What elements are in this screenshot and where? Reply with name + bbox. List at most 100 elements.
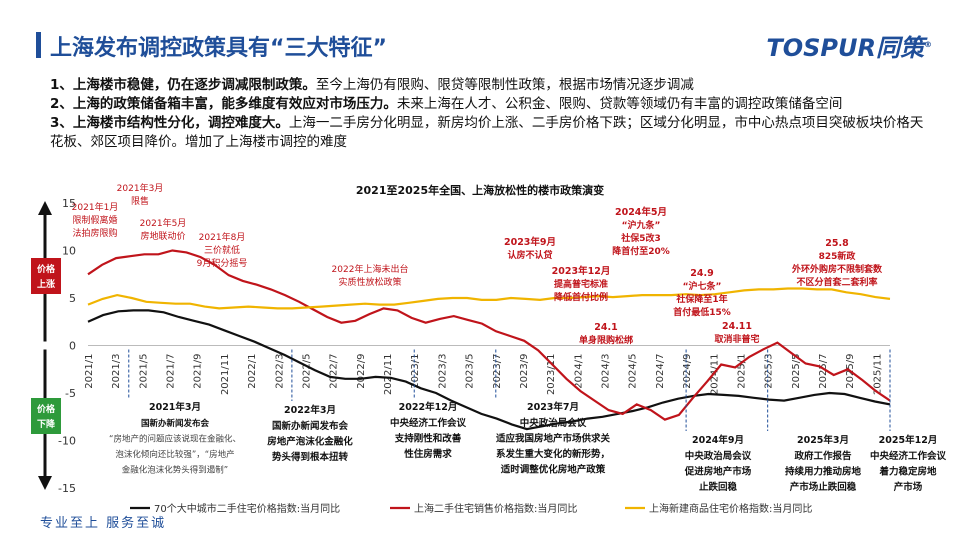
black-annotation-line: 中央政治局会议 — [685, 450, 752, 462]
x-tick-label: 2024/5 — [628, 354, 639, 389]
x-tick-label: 2024/9 — [682, 354, 693, 389]
black-annotation-line: 产市场 — [894, 481, 923, 493]
red-annotation-line: 2021年3月 — [117, 182, 164, 194]
black-annotation-title: 2025年3月 — [797, 434, 849, 446]
x-tick-label: 2021/7 — [166, 354, 177, 389]
red-annotation-line: 2022年上海未出台 — [332, 263, 409, 275]
x-tick-label: 2023/7 — [492, 354, 503, 389]
black-annotation-line: 金融化泡沫化势头得到遏制” — [122, 465, 228, 476]
logo-text: TOSPUR同策 — [766, 34, 924, 62]
x-tick-label: 2024/3 — [601, 354, 612, 389]
red-annotation-line: 24.11 — [722, 321, 752, 332]
black-annotation-line: 中央政治局会议 — [520, 417, 587, 429]
price-down-label-2: 下降 — [37, 418, 56, 430]
title-accent-bar — [36, 32, 41, 58]
x-tick-label: 2025/1 — [736, 354, 747, 389]
page-title: 上海发布调控政策具有“三大特征” — [50, 36, 387, 61]
black-annotation-title: 2023年7月 — [527, 401, 579, 413]
black-annotation-line: 国新办新闻发布会 — [272, 420, 349, 432]
black-annotation-line: “房地产的问题应该说现在金融化、 — [109, 434, 241, 445]
price-up-label-2: 上涨 — [37, 278, 56, 290]
y-tick-label: -15 — [58, 482, 76, 495]
x-tick-label: 2024/11 — [709, 354, 720, 396]
price-down-badge — [31, 398, 61, 434]
tospur-logo: TOSPUR同策® — [766, 28, 932, 63]
series-line-2 — [87, 249, 891, 421]
black-annotation-line: 止跌回稳 — [699, 481, 738, 493]
red-annotation-line: 2021年8月 — [199, 231, 246, 243]
x-tick-label: 2024/1 — [573, 354, 584, 389]
y-tick-label: -10 — [58, 435, 76, 448]
legend-label-1: 70个大中城市二手住宅价格指数:当月同比 — [154, 502, 340, 515]
red-annotation-line: 降低首付比例 — [554, 291, 608, 303]
red-annotation-line: 取消非普宅 — [714, 333, 759, 345]
black-annotation-line: 国新办新闻发布会 — [141, 418, 210, 429]
red-annotation-line: 限售 — [131, 195, 149, 207]
red-annotation-line: 实质性放松政策 — [338, 276, 401, 288]
red-annotation-line: 9月积分摇号 — [197, 257, 248, 269]
x-tick-label: 2022/9 — [356, 354, 367, 389]
x-tick-label: 2022/5 — [301, 354, 312, 389]
black-annotation-line: 房地产泡沫化金融化 — [267, 436, 353, 448]
black-annotation-line: 中央经济工作会议 — [870, 450, 947, 462]
black-annotation-line: 政府工作报告 — [794, 450, 852, 462]
black-annotation-line: 性住房需求 — [404, 448, 452, 460]
red-annotation-line: 2021年1月 — [72, 201, 119, 213]
x-tick-label: 2023/5 — [465, 354, 476, 389]
x-tick-label: 2024/7 — [655, 354, 666, 389]
red-annotation-line: 25.8 — [825, 238, 849, 249]
red-annotation-line: 法拍房限购 — [72, 227, 117, 239]
black-annotation-line: 产市场止跌回稳 — [790, 481, 857, 493]
red-annotation-line: 社保降至1年 — [675, 293, 727, 305]
x-tick-label: 2025/11 — [872, 354, 883, 396]
x-tick-label: 2025/3 — [764, 354, 775, 389]
red-annotation-line: “沪九条” — [622, 219, 661, 231]
red-annotation-line: 2023年9月 — [504, 236, 556, 248]
red-annotation-line: 社保5改3 — [620, 232, 661, 244]
red-annotation-line: 限制假离婚 — [72, 214, 117, 226]
key-points: 1、上海楼市稳健，仍在逐步调减限制政策。至今上海仍有限购、限贷等限制性政策，根据… — [50, 76, 930, 152]
x-tick-label: 2023/1 — [410, 354, 421, 389]
x-tick-label: 2023/3 — [437, 354, 448, 389]
point-2: 2、上海的政策储备箱丰富，能多维度有效应对市场压力。未来上海在人才、公积金、限购… — [50, 96, 843, 112]
red-annotation-line: 提高普宅标准 — [554, 278, 608, 290]
red-annotation-line: 首付最低15% — [673, 306, 731, 318]
y-tick-label: 5 — [69, 292, 76, 305]
black-annotation-line: 促进房地产市场 — [684, 466, 752, 478]
black-annotation-line: 适时调整优化房地产政策 — [501, 464, 606, 476]
x-tick-label: 2022/7 — [329, 354, 340, 389]
price-up-label-1: 价格 — [37, 263, 56, 275]
black-annotation-title: 2022年12月 — [399, 401, 458, 413]
legend-label-2: 上海二手住宅销售价格指数:当月同比 — [414, 502, 577, 515]
red-annotation-line: 认房不认贷 — [507, 249, 552, 261]
x-tick-label: 2021/5 — [138, 354, 149, 389]
black-annotation-line: 泡沫化倾向还比较强”，“房地产 — [115, 449, 234, 460]
red-annotation-line: 三价就低 — [204, 244, 240, 256]
y-tick-label: 15 — [62, 197, 76, 210]
red-annotation-line: 单身限购松绑 — [579, 334, 633, 346]
black-annotation-title: 2021年3月 — [149, 401, 201, 413]
black-annotation-line: 系发生重大变化的新形势， — [496, 448, 610, 460]
red-annotation-line: 825新政 — [819, 250, 857, 262]
x-tick-label: 2022/11 — [383, 354, 394, 396]
x-tick-label: 2025/7 — [818, 354, 829, 389]
black-annotation-title: 2022年3月 — [284, 404, 336, 416]
x-tick-label: 2022/3 — [274, 354, 285, 389]
x-tick-label: 2023/11 — [546, 354, 557, 396]
price-down-label-1: 价格 — [37, 403, 56, 415]
red-annotation-line: 不区分首套二套利率 — [796, 276, 877, 288]
black-annotation-line: 着力稳定房地 — [878, 466, 937, 478]
black-annotation-line: 势头得到根本扭转 — [272, 451, 349, 463]
red-annotation-line: 降首付至20% — [612, 245, 670, 257]
red-annotation-line: 房地联动价 — [140, 230, 185, 242]
red-annotation-line: 2021年5月 — [140, 217, 187, 229]
x-tick-label: 2022/1 — [247, 354, 258, 389]
chart-title: 2021至2025年全国、上海放松性的楼市政策演变 — [355, 184, 605, 197]
series-line-3 — [87, 287, 891, 310]
up-arrow-head — [38, 201, 52, 215]
point-3: 3、上海楼市结构性分化，调控难度大。上海一二手房分化明显，新房均价上涨、二手房价… — [50, 115, 924, 150]
black-annotation-title: 2024年9月 — [692, 434, 744, 446]
down-arrow-head — [38, 476, 52, 490]
footer-slogan: 专业至上 服务至诚 — [40, 516, 167, 531]
